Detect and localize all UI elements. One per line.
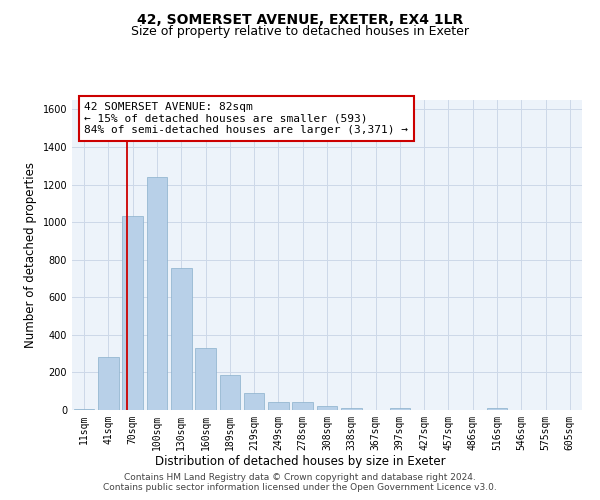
Bar [268, 402, 289, 410]
Bar [98, 358, 119, 410]
Bar [292, 402, 313, 410]
Bar [171, 268, 191, 410]
Text: Distribution of detached houses by size in Exeter: Distribution of detached houses by size … [155, 455, 445, 468]
Bar [122, 216, 143, 410]
Bar [74, 409, 94, 410]
Bar [220, 375, 240, 410]
Bar [389, 408, 410, 410]
Bar [317, 406, 337, 410]
Y-axis label: Number of detached properties: Number of detached properties [24, 162, 37, 348]
Bar [244, 393, 265, 410]
Text: 42, SOMERSET AVENUE, EXETER, EX4 1LR: 42, SOMERSET AVENUE, EXETER, EX4 1LR [137, 12, 463, 26]
Bar [195, 348, 216, 410]
Text: Contains HM Land Registry data © Crown copyright and database right 2024.
Contai: Contains HM Land Registry data © Crown c… [103, 473, 497, 492]
Text: 42 SOMERSET AVENUE: 82sqm
← 15% of detached houses are smaller (593)
84% of semi: 42 SOMERSET AVENUE: 82sqm ← 15% of detac… [84, 102, 408, 135]
Text: Size of property relative to detached houses in Exeter: Size of property relative to detached ho… [131, 25, 469, 38]
Bar [487, 408, 508, 410]
Bar [146, 177, 167, 410]
Bar [341, 408, 362, 410]
